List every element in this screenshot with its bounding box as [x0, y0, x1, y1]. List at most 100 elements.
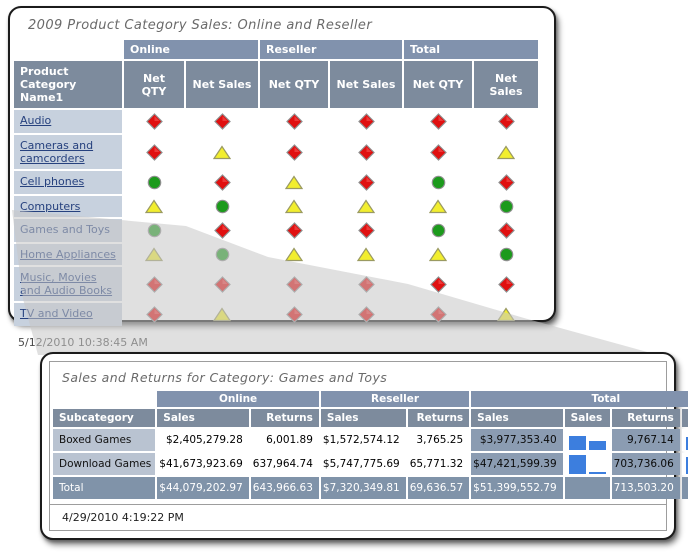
- kpi-row-home-appliances: Home Appliances: [14, 244, 538, 265]
- inline-bar-chart: [564, 453, 610, 475]
- sub-header-4: Net QTY: [404, 61, 472, 108]
- red-diamond-icon: [213, 222, 231, 239]
- yellow-triangle-icon: [213, 307, 231, 322]
- subcategory-detail-table: Online Reseller Total Subcategory Sales Retur…: [51, 389, 688, 501]
- yellow-triangle-icon: [357, 247, 375, 262]
- value-cell: 643,966.63: [250, 477, 319, 499]
- value-cell: 6,001.89: [250, 429, 319, 451]
- green-circle-icon: [215, 247, 230, 262]
- kpi-row-cameras-and-camcorders: Cameras and camcorders: [14, 135, 538, 169]
- red-diamond-icon: [357, 174, 375, 191]
- empty-chart-cell: [681, 477, 688, 499]
- value-cell: $7,320,349.81: [320, 477, 406, 499]
- kpi-row-audio: Audio: [14, 110, 538, 133]
- category-link-cameras-and-camcorders[interactable]: Cameras and camcorders: [20, 139, 94, 165]
- category-link-music-movies-and-audio-books[interactable]: Music, Movies and Audio Books: [20, 271, 113, 297]
- yellow-triangle-icon: [145, 199, 163, 214]
- group-header-total: Total: [471, 391, 688, 407]
- yellow-triangle-icon: [429, 199, 447, 214]
- red-diamond-icon: [429, 113, 447, 130]
- kpi-row-computers: Computers: [14, 196, 538, 217]
- red-diamond-icon: [497, 222, 515, 239]
- value-cell: $51,399,552.79: [471, 477, 563, 499]
- sub-header-3: Returns: [407, 409, 470, 427]
- detail-row-download-games: Download Games $41,673,923.69 637,964.74 $5…: [53, 453, 688, 475]
- data-bar: [568, 455, 586, 474]
- sub-header-1: Returns: [250, 409, 319, 427]
- red-diamond-icon: [497, 174, 515, 191]
- subcategory-label: Boxed Games: [53, 429, 156, 451]
- red-diamond-icon: [285, 306, 303, 323]
- sub-header-2: Sales: [320, 409, 406, 427]
- red-diamond-icon: [497, 113, 515, 130]
- category-link-computers[interactable]: Computers: [20, 200, 81, 213]
- value-cell: $5,747,775.69: [320, 453, 406, 475]
- category-link-tv-and-video[interactable]: TV and Video: [20, 307, 93, 320]
- group-header-online: Online: [124, 40, 258, 59]
- sub-header-2: Net QTY: [260, 61, 328, 108]
- yellow-triangle-icon: [357, 199, 375, 214]
- red-diamond-icon: [213, 174, 231, 191]
- subcategory-label: Total: [53, 477, 156, 499]
- red-diamond-icon: [285, 113, 303, 130]
- sub-header-0: Sales: [157, 409, 249, 427]
- yellow-triangle-icon: [145, 247, 163, 262]
- red-diamond-icon: [497, 275, 515, 293]
- row-axis-header: Subcategory: [53, 409, 156, 427]
- red-diamond-icon: [213, 275, 231, 293]
- report-timestamp: 5/12/2010 10:38:45 AM: [18, 336, 148, 349]
- category-link-audio[interactable]: Audio: [20, 114, 52, 127]
- category-sales-report-window: 2009 Product Category Sales: Online and …: [8, 6, 556, 349]
- data-bar: [685, 437, 688, 450]
- yellow-triangle-icon: [285, 175, 303, 190]
- red-diamond-icon: [145, 306, 163, 323]
- value-cell: 9,767.14: [611, 429, 680, 451]
- category-kpi-table: Online Reseller Total Product Category Name…: [12, 38, 540, 328]
- detail-timestamp: 4/29/2010 4:19:22 PM: [50, 504, 666, 530]
- yellow-triangle-icon: [285, 247, 303, 262]
- corner-cell: [14, 40, 122, 59]
- kpi-row-games-and-toys: Games and Toys: [14, 219, 538, 242]
- data-bar: [588, 441, 606, 450]
- red-diamond-icon: [357, 143, 375, 161]
- red-diamond-icon: [357, 113, 375, 130]
- kpi-row-music-movies-and-audio-books: Music, Movies and Audio Books: [14, 267, 538, 301]
- green-circle-icon: [499, 247, 514, 262]
- red-diamond-icon: [213, 113, 231, 130]
- sub-header-5: Sales: [564, 409, 610, 427]
- group-header-total: Total: [404, 40, 538, 59]
- sub-header-6: Returns: [611, 409, 680, 427]
- subcategory-label: Download Games: [53, 453, 156, 475]
- value-cell: $44,079,202.97: [157, 477, 249, 499]
- value-cell: 69,636.57: [407, 477, 470, 499]
- yellow-triangle-icon: [497, 307, 515, 322]
- yellow-triangle-icon: [497, 144, 515, 159]
- red-diamond-icon: [357, 306, 375, 323]
- data-bar: [568, 436, 586, 450]
- red-diamond-icon: [285, 275, 303, 293]
- category-link-cell-phones[interactable]: Cell phones: [20, 175, 85, 188]
- red-diamond-icon: [285, 222, 303, 239]
- kpi-row-cell-phones: Cell phones: [14, 171, 538, 194]
- red-diamond-icon: [429, 143, 447, 161]
- value-cell: $2,405,279.28: [157, 429, 249, 451]
- category-link-home-appliances[interactable]: Home Appliances: [20, 248, 116, 261]
- red-diamond-icon: [145, 275, 163, 293]
- inline-bar-chart: [564, 429, 610, 451]
- value-cell: $47,421,599.39: [471, 453, 563, 475]
- category-selected-games-and-toys: Games and Toys: [20, 223, 110, 236]
- green-circle-icon: [431, 175, 446, 190]
- detail-row-boxed-games: Boxed Games $2,405,279.28 6,001.89 $1,572,5…: [53, 429, 688, 451]
- sub-header-1: Net Sales: [186, 61, 258, 108]
- empty-chart-cell: [564, 477, 610, 499]
- yellow-triangle-icon: [285, 199, 303, 214]
- data-bar: [685, 457, 688, 474]
- corner-cell: [53, 391, 156, 407]
- detail-content-box: Sales and Returns for Category: Games an…: [49, 361, 688, 531]
- value-cell: 3,765.25: [407, 429, 470, 451]
- red-diamond-icon: [429, 275, 447, 293]
- value-cell: 65,771.32: [407, 453, 470, 475]
- green-circle-icon: [147, 175, 162, 190]
- inline-bar-chart: [681, 453, 688, 475]
- value-cell: $41,673,923.69: [157, 453, 249, 475]
